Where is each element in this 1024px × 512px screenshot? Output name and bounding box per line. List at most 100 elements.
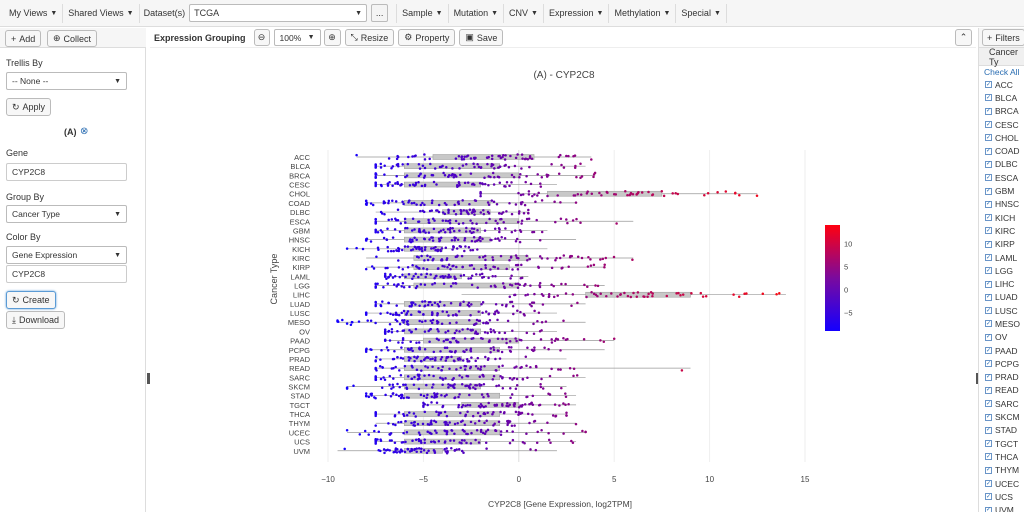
checkbox-checked-icon[interactable]: ✓ [985, 347, 992, 355]
filter-item-prad[interactable]: ✓ PRAD [979, 371, 1024, 384]
menu-cnv[interactable]: CNV ▼ [504, 3, 544, 23]
filter-item-skcm[interactable]: ✓ SKCM [979, 410, 1024, 423]
menu-sample[interactable]: Sample ▼ [396, 3, 449, 23]
filter-item-uvm[interactable]: ✓ UVM [979, 504, 1024, 512]
add-button[interactable]: + Add [5, 30, 42, 47]
filter-item-lgg[interactable]: ✓ LGG [979, 264, 1024, 277]
filter-item-ov[interactable]: ✓ OV [979, 331, 1024, 344]
checkbox-checked-icon[interactable]: ✓ [985, 386, 992, 394]
checkbox-checked-icon[interactable]: ✓ [985, 200, 992, 208]
checkbox-checked-icon[interactable]: ✓ [985, 227, 992, 235]
checkbox-checked-icon[interactable]: ✓ [985, 267, 992, 275]
data-point [527, 211, 530, 215]
dataset-select[interactable]: TCGA ▼ [189, 4, 368, 22]
filter-item-acc[interactable]: ✓ ACC [979, 78, 1024, 91]
checkbox-checked-icon[interactable]: ✓ [985, 480, 992, 488]
color-by-select[interactable]: Gene Expression ▼ [6, 246, 127, 264]
checkbox-checked-icon[interactable]: ✓ [985, 493, 992, 501]
checkbox-checked-icon[interactable]: ✓ [985, 187, 992, 195]
checkbox-checked-icon[interactable]: ✓ [985, 160, 992, 168]
create-button[interactable]: ↻ Create [6, 291, 56, 309]
filter-item-lusc[interactable]: ✓ LUSC [979, 304, 1024, 317]
left-splitter-handle[interactable] [147, 373, 150, 384]
filter-item-lihc[interactable]: ✓ LIHC [979, 277, 1024, 290]
property-button[interactable]: ⚙ Property [398, 29, 456, 46]
filter-item-sarc[interactable]: ✓ SARC [979, 397, 1024, 410]
checkbox-checked-icon[interactable]: ✓ [985, 174, 992, 182]
right-splitter-handle[interactable] [976, 373, 978, 384]
checkbox-checked-icon[interactable]: ✓ [985, 333, 992, 341]
filter-item-laml[interactable]: ✓ LAML [979, 251, 1024, 264]
menu-special[interactable]: Special ▼ [676, 3, 727, 23]
checkbox-checked-icon[interactable]: ✓ [985, 280, 992, 288]
filter-item-tgct[interactable]: ✓ TGCT [979, 437, 1024, 450]
checkbox-checked-icon[interactable]: ✓ [985, 373, 992, 381]
filter-item-kirp[interactable]: ✓ KIRP [979, 238, 1024, 251]
filter-item-kich[interactable]: ✓ KICH [979, 211, 1024, 224]
checkbox-checked-icon[interactable]: ✓ [985, 453, 992, 461]
zoom-select[interactable]: 100% ▼ [273, 29, 321, 46]
shared-views-menu[interactable]: Shared Views ▼ [63, 3, 140, 23]
resize-button[interactable]: ⤡ Resize [344, 29, 395, 46]
checkbox-checked-icon[interactable]: ✓ [985, 400, 992, 408]
checkbox-checked-icon[interactable]: ✓ [985, 413, 992, 421]
filter-item-ucec[interactable]: ✓ UCEC [979, 477, 1024, 490]
checkbox-checked-icon[interactable]: ✓ [985, 121, 992, 129]
filter-item-esca[interactable]: ✓ ESCA [979, 171, 1024, 184]
checkbox-checked-icon[interactable]: ✓ [985, 147, 992, 155]
more-datasets-button[interactable]: ... [371, 4, 389, 22]
filter-item-kirc[interactable]: ✓ KIRC [979, 224, 1024, 237]
collapse-button[interactable]: ⌃ [955, 29, 972, 46]
filter-item-luad[interactable]: ✓ LUAD [979, 291, 1024, 304]
save-button[interactable]: ▣ Save [459, 29, 504, 46]
filter-item-thym[interactable]: ✓ THYM [979, 464, 1024, 477]
color-gene-input[interactable]: CYP2C8 [6, 265, 127, 283]
filter-item-chol[interactable]: ✓ CHOL [979, 131, 1024, 144]
checkbox-checked-icon[interactable]: ✓ [985, 134, 992, 142]
checkbox-checked-icon[interactable]: ✓ [985, 81, 992, 89]
filter-item-ucs[interactable]: ✓ UCS [979, 490, 1024, 503]
checkbox-checked-icon[interactable]: ✓ [985, 307, 992, 315]
checkbox-checked-icon[interactable]: ✓ [985, 240, 992, 248]
check-all-link[interactable]: Check All [984, 67, 1020, 77]
zoom-in-button[interactable]: ⊕ [323, 29, 341, 46]
checkbox-checked-icon[interactable]: ✓ [985, 293, 992, 301]
group-by-select[interactable]: Cancer Type ▼ [6, 205, 127, 223]
gene-input[interactable]: CYP2C8 [6, 163, 127, 181]
filter-item-blca[interactable]: ✓ BLCA [979, 91, 1024, 104]
menu-mutation[interactable]: Mutation ▼ [449, 3, 505, 23]
checkbox-checked-icon[interactable]: ✓ [985, 506, 992, 512]
filter-item-stad[interactable]: ✓ STAD [979, 424, 1024, 437]
checkbox-checked-icon[interactable]: ✓ [985, 320, 992, 328]
filter-item-gbm[interactable]: ✓ GBM [979, 184, 1024, 197]
checkbox-checked-icon[interactable]: ✓ [985, 360, 992, 368]
filter-item-dlbc[interactable]: ✓ DLBC [979, 158, 1024, 171]
zoom-out-button[interactable]: ⊖ [253, 29, 270, 46]
checkbox-checked-icon[interactable]: ✓ [985, 440, 992, 448]
checkbox-checked-icon[interactable]: ✓ [985, 466, 992, 474]
checkbox-checked-icon[interactable]: ✓ [985, 254, 992, 261]
checkbox-checked-icon[interactable]: ✓ [985, 426, 992, 434]
filter-item-paad[interactable]: ✓ PAAD [979, 344, 1024, 357]
menu-expression[interactable]: Expression ▼ [544, 3, 610, 23]
filter-item-read[interactable]: ✓ READ [979, 384, 1024, 397]
filter-item-pcpg[interactable]: ✓ PCPG [979, 357, 1024, 370]
collect-button[interactable]: ⊕ Collect [47, 30, 98, 47]
filter-item-thca[interactable]: ✓ THCA [979, 450, 1024, 463]
filter-item-hnsc[interactable]: ✓ HNSC [979, 198, 1024, 211]
filter-item-cesc[interactable]: ✓ CESC [979, 118, 1024, 131]
filter-item-meso[interactable]: ✓ MESO [979, 317, 1024, 330]
download-button[interactable]: ⤓ Download [6, 311, 66, 329]
checkbox-checked-icon[interactable]: ✓ [985, 214, 992, 222]
filter-item-coad[interactable]: ✓ COAD [979, 144, 1024, 157]
menu-methylation[interactable]: Methylation ▼ [609, 3, 677, 23]
data-point [425, 396, 428, 400]
checkbox-checked-icon[interactable]: ✓ [985, 107, 992, 115]
filters-button[interactable]: + Filters [982, 29, 1024, 46]
checkbox-checked-icon[interactable]: ✓ [985, 94, 992, 102]
remove-panel-icon[interactable]: ⊗ [80, 126, 89, 137]
filter-item-brca[interactable]: ✓ BRCA [979, 105, 1024, 118]
my-views-menu[interactable]: My Views ▼ [4, 3, 64, 23]
apply-button[interactable]: ↻ Apply [6, 98, 52, 116]
trellis-select[interactable]: -- None -- ▼ [6, 72, 127, 90]
